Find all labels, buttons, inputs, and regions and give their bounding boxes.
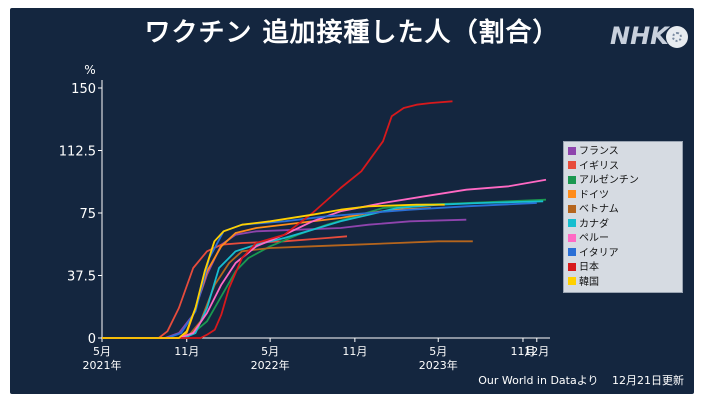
legend-swatch [568, 175, 576, 184]
series-line-イギリス [102, 235, 348, 339]
legend-label: カナダ [579, 218, 609, 230]
source-note: Our World in Dataより 12月21日更新 [468, 372, 684, 388]
chart-legend: フランスイギリスアルゼンチン ドイツベトナムカナダペルーイタリア日本韓国 [563, 141, 683, 293]
legend-label: イタリア [579, 247, 619, 259]
source-text: Our World in Dataより [478, 374, 599, 387]
legend-item: フランス [568, 145, 678, 160]
chart-panel: ワクチン 追加接種した人（割合） NHK % 0 37.5 75 112.5 150 5月 2… [10, 8, 694, 394]
series-line-ベトナム [102, 240, 473, 339]
settings-badge-icon[interactable] [666, 26, 688, 48]
y-tick-label: 37.5 [67, 270, 96, 285]
x-tick-month-label: 12月 [524, 345, 549, 358]
legend-label: ベトナム [579, 204, 619, 215]
legend-swatch [568, 219, 576, 227]
legend-label: アルゼンチン [579, 175, 639, 186]
legend-swatch [568, 277, 576, 285]
series-line-ドイツ [102, 207, 431, 339]
y-axis-unit-label: % [84, 63, 95, 77]
chart-title: ワクチン 追加接種した人（割合） [144, 18, 560, 48]
y-tick-label: 150 [71, 82, 96, 97]
legend-label: 日本 [579, 262, 599, 273]
legend-swatch [568, 233, 576, 242]
legend-item: ペルー [568, 232, 678, 247]
y-tick-label: 75 [79, 207, 96, 222]
x-tick-year-label: 2021年 [83, 358, 122, 372]
legend-swatch [568, 161, 576, 169]
legend-swatch [568, 146, 576, 155]
legend-item: アルゼンチン [568, 174, 678, 189]
legend-label: ペルー [579, 233, 609, 244]
y-tick-label: 112.5 [59, 145, 96, 160]
series-line-韓国 [102, 203, 445, 339]
legend-item: カナダ [568, 218, 678, 233]
legend-label: ドイツ [579, 189, 609, 201]
series-line-カナダ [102, 200, 544, 339]
x-tick-month-label: 5月 [429, 345, 447, 358]
legend-item: イギリス [568, 160, 678, 175]
x-tick-year-label: 2022年 [251, 358, 290, 372]
legend-item: 韓国 [568, 276, 678, 291]
x-tick-month-label: 11月 [342, 345, 367, 358]
x-tick-month-label: 11月 [510, 345, 535, 358]
series-line-日本 [102, 100, 453, 339]
chart-series-lines [102, 100, 547, 339]
updated-text: 12月21日更新 [612, 374, 684, 387]
nhk-logo: NHK [610, 22, 669, 50]
y-tick-label: 0 [88, 332, 96, 347]
legend-label: 韓国 [579, 276, 599, 288]
legend-item: 日本 [568, 261, 678, 276]
legend-swatch [568, 248, 576, 256]
legend-label: イギリス [579, 160, 619, 172]
legend-swatch [568, 190, 576, 198]
legend-swatch [568, 262, 576, 271]
x-tick-month-label: 5月 [261, 345, 279, 358]
series-line-イタリア [102, 202, 537, 339]
x-tick-year-label: 2023年 [419, 358, 458, 372]
x-tick-month-label: 5月 [93, 345, 111, 358]
x-tick-month-label: 11月 [174, 345, 199, 358]
legend-item: イタリア [568, 247, 678, 262]
legend-label: フランス [579, 146, 619, 157]
legend-item: ドイツ [568, 189, 678, 204]
legend-item: ベトナム [568, 203, 678, 218]
legend-swatch [568, 204, 576, 213]
